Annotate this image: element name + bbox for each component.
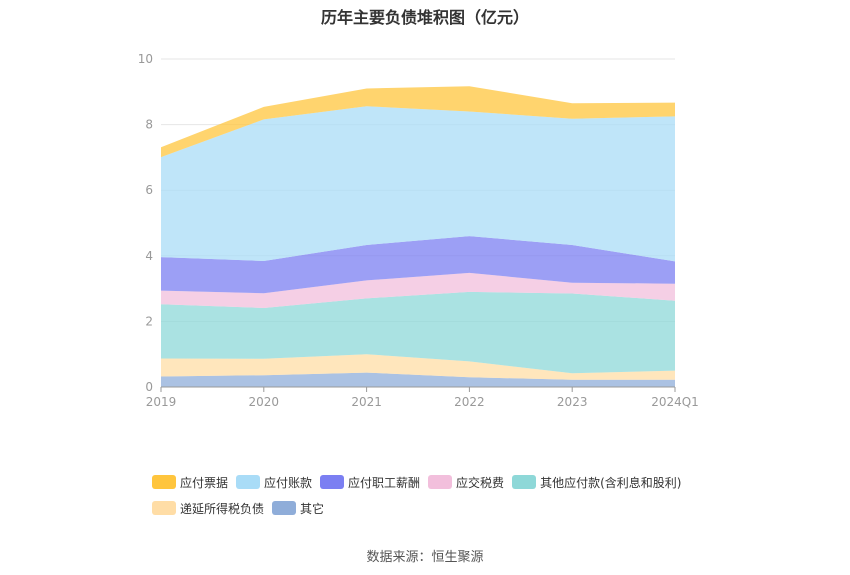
chart-title: 历年主要负债堆积图（亿元） <box>320 8 529 27</box>
legend-swatch <box>320 475 345 489</box>
source-note: 数据来源：恒生聚源 <box>366 550 484 565</box>
legend-label: 应付职工薪酬 <box>348 475 421 490</box>
y-tick-label: 10 <box>138 52 153 66</box>
legend-item[interactable]: 递延所得税负债 <box>152 498 264 518</box>
legend-label: 应交税费 <box>456 475 505 490</box>
legend-label: 应付票据 <box>180 475 229 490</box>
legend-item[interactable]: 应付职工薪酬 <box>320 472 420 492</box>
legend-item[interactable]: 应付账款 <box>236 472 312 492</box>
legend-item[interactable]: 应交税费 <box>428 472 504 492</box>
y-tick-label: 8 <box>145 118 153 132</box>
axes: 0 2 4 6 8 10 2019 2020 2021 2022 2023 2024Q1 <box>138 52 699 409</box>
stacked-area-chart: 0 2 4 6 8 10 2019 2020 2021 2022 2023 2024Q1 <box>138 52 699 409</box>
area-应付账款 <box>161 106 675 262</box>
legend-label: 递延所得税负债 <box>180 501 265 516</box>
y-tick-label: 6 <box>145 183 153 197</box>
area-其他应付款(含利息和股利) <box>161 291 675 374</box>
x-tick-label: 2021 <box>351 395 382 409</box>
y-tick-label: 0 <box>145 380 153 394</box>
area-series <box>161 86 675 387</box>
legend-swatch <box>512 475 537 489</box>
area-其它 <box>161 372 675 387</box>
x-tick-label: 2024Q1 <box>651 395 699 409</box>
x-tick-label: 2023 <box>557 395 588 409</box>
area-应付职工薪酬 <box>161 236 675 294</box>
area-应交税费 <box>161 272 675 308</box>
legend-swatch <box>152 501 176 515</box>
legend-swatch <box>152 475 176 489</box>
area-递延所得税负债 <box>161 354 675 380</box>
legend-swatch <box>236 475 261 489</box>
legend-item[interactable]: 应付票据 <box>152 472 228 492</box>
legend-item[interactable]: 其它 <box>272 498 324 518</box>
legend-label: 其他应付款(含利息和股利) <box>540 475 682 490</box>
area-应付票据 <box>161 86 675 158</box>
x-tick-label: 2022 <box>454 395 485 409</box>
legend: 应付票据 应付账款 应付职工薪酬 应交税费 其他应付款(含利息和股利) 递延所得税负债 其它 <box>152 472 752 524</box>
x-tick-label: 2020 <box>249 395 280 409</box>
legend-label: 其它 <box>300 501 325 516</box>
legend-swatch <box>428 475 453 489</box>
legend-label: 应付账款 <box>264 475 313 490</box>
legend-swatch <box>272 501 297 515</box>
x-tick-label: 2019 <box>146 395 177 409</box>
y-tick-label: 2 <box>145 314 153 328</box>
y-tick-label: 4 <box>145 249 153 263</box>
legend-item[interactable]: 其他应付款(含利息和股利) <box>512 472 681 492</box>
